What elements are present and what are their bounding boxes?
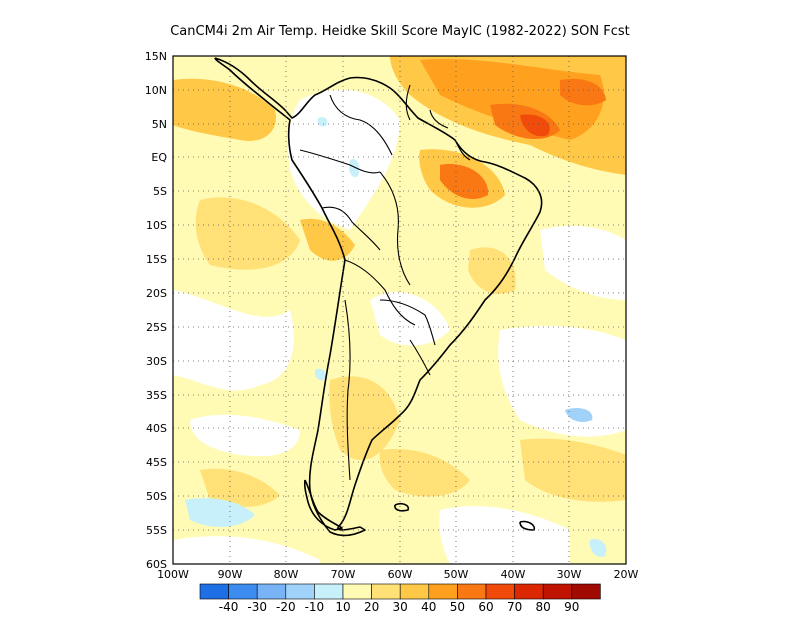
lon-label: 70W [331,568,356,581]
lat-label: 5S [153,185,167,198]
lat-label: 50S [146,490,167,503]
colorbar-swatch [256,583,287,600]
colorbar-label: -20 [276,600,296,614]
colorbar-label: -30 [247,600,267,614]
colorbar-label: 90 [564,600,579,614]
map-title: CanCM4i 2m Air Temp. Heidke Skill Score … [170,24,630,39]
colorbar-swatch [399,583,430,600]
lon-label: 90W [218,568,243,581]
lon-label: 100W [157,568,189,581]
lat-label: 20S [146,287,167,300]
lon-label: 50W [444,568,469,581]
colorbar-label: 70 [507,600,522,614]
colorbar-swatch [199,583,229,600]
colorbar-label: 10 [335,600,350,614]
colorbar-swatch [457,583,487,600]
lon-axis: 100W 90W 80W 70W 60W 50W 40W 30W 20W [157,568,638,581]
colorbar-swatch [371,583,401,600]
colorbar-swatch [228,583,258,600]
lat-label: 15S [146,253,167,266]
gridlines [173,56,626,564]
colorbar: -40 -30 -20 -10 10 20 30 40 50 60 70 80 90 [199,583,601,614]
colorbar-swatch [285,583,315,600]
lon-label: 60W [388,568,413,581]
lat-label: 45S [146,456,167,469]
lon-label: 20W [614,568,639,581]
colorbar-label: 40 [421,600,436,614]
colorbar-label: 80 [536,600,551,614]
lat-label: 30S [146,355,167,368]
colorbar-swatch [571,583,601,600]
lon-label: 40W [501,568,526,581]
colorbar-swatch [514,583,544,600]
colorbar-swatch [542,583,573,600]
map-frame [172,55,627,565]
colorbar-label: 50 [450,600,465,614]
colorbar-swatch [428,583,458,600]
colorbar-label: 20 [364,600,379,614]
lat-label: 35S [146,389,167,402]
lat-axis: 15N 10N 5N EQ 5S 10S 15S 20S 25S 30S 35S… [145,50,168,571]
lat-label: EQ [151,151,167,164]
lon-label: 30W [557,568,582,581]
colorbar-swatch [342,583,372,600]
lat-label: 5N [152,118,167,131]
skill-shading [173,56,626,564]
lat-label: 55S [146,524,167,537]
lat-label: 60S [146,558,167,571]
colorbar-label: 30 [393,600,408,614]
colorbar-swatch [314,583,344,600]
lat-label: 40S [146,422,167,435]
lat-label: 10S [146,219,167,232]
colorbar-label: 60 [478,600,493,614]
colorbar-label: -40 [219,600,239,614]
lat-label: 15N [145,50,167,63]
lat-label: 25S [146,321,167,334]
lat-label: 10N [145,84,167,97]
lon-label: 80W [274,568,299,581]
colorbar-label: -10 [305,600,325,614]
colorbar-swatch [485,583,515,600]
